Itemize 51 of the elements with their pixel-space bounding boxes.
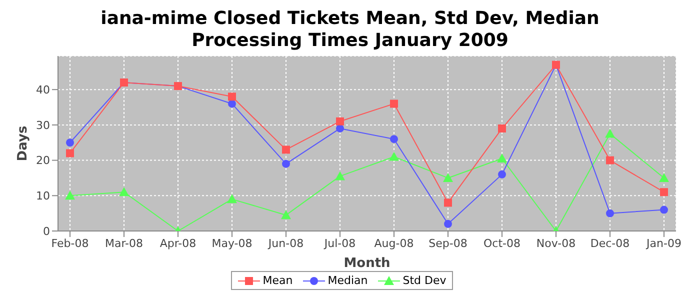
point bbox=[66, 149, 74, 158]
x-tick-label: Oct-08 bbox=[484, 236, 520, 250]
point bbox=[336, 124, 344, 132]
point bbox=[444, 220, 452, 228]
point bbox=[227, 194, 237, 204]
point bbox=[66, 138, 74, 147]
point bbox=[498, 124, 506, 132]
x-axis-title: Month bbox=[344, 256, 390, 271]
y-tick-label: 20 bbox=[36, 154, 50, 168]
y-tick-label: 10 bbox=[36, 190, 50, 203]
y-tick-label: 40 bbox=[36, 83, 50, 96]
point bbox=[336, 117, 344, 126]
point bbox=[605, 128, 615, 138]
point bbox=[65, 190, 75, 200]
point bbox=[228, 92, 236, 101]
legend-label: Std Dev bbox=[402, 274, 446, 287]
x-tick-label: Feb-08 bbox=[51, 236, 89, 250]
point bbox=[282, 146, 290, 154]
x-tick-label: Jun-08 bbox=[267, 236, 304, 250]
x-tick-label: May-08 bbox=[212, 236, 252, 250]
y-tick-label: 0 bbox=[43, 224, 50, 238]
point bbox=[660, 206, 668, 214]
x-tick-label: Jan-09 bbox=[646, 236, 682, 250]
point bbox=[659, 172, 669, 182]
chart-title: iana-mime Closed Tickets Mean, Std Dev, Median Processing Times January 2009 bbox=[100, 8, 600, 52]
x-tick-label: Sep-08 bbox=[428, 236, 468, 250]
y-axis-title: Days bbox=[16, 126, 31, 162]
point bbox=[444, 198, 452, 207]
x-tick-label: Mar-08 bbox=[104, 236, 144, 250]
x-tick-label: Nov-08 bbox=[536, 236, 576, 250]
point bbox=[389, 152, 399, 161]
point bbox=[281, 210, 291, 220]
legend-label: Median bbox=[326, 274, 368, 287]
point bbox=[498, 170, 506, 178]
point bbox=[390, 135, 398, 144]
x-tick-label: Jul-08 bbox=[323, 236, 356, 250]
point bbox=[660, 188, 668, 196]
point bbox=[606, 209, 614, 218]
x-tick-label: Dec-08 bbox=[590, 236, 630, 250]
point bbox=[119, 187, 129, 196]
legend-label: Mean bbox=[262, 274, 293, 287]
point bbox=[443, 172, 453, 182]
point bbox=[228, 100, 236, 108]
point bbox=[606, 156, 614, 164]
x-tick-label: Aug-08 bbox=[374, 236, 414, 250]
y-tick-label: 30 bbox=[36, 118, 50, 132]
point bbox=[497, 154, 507, 163]
point bbox=[335, 171, 345, 180]
point bbox=[390, 100, 398, 108]
point bbox=[282, 160, 290, 168]
x-tick-label: Apr-08 bbox=[160, 236, 196, 250]
